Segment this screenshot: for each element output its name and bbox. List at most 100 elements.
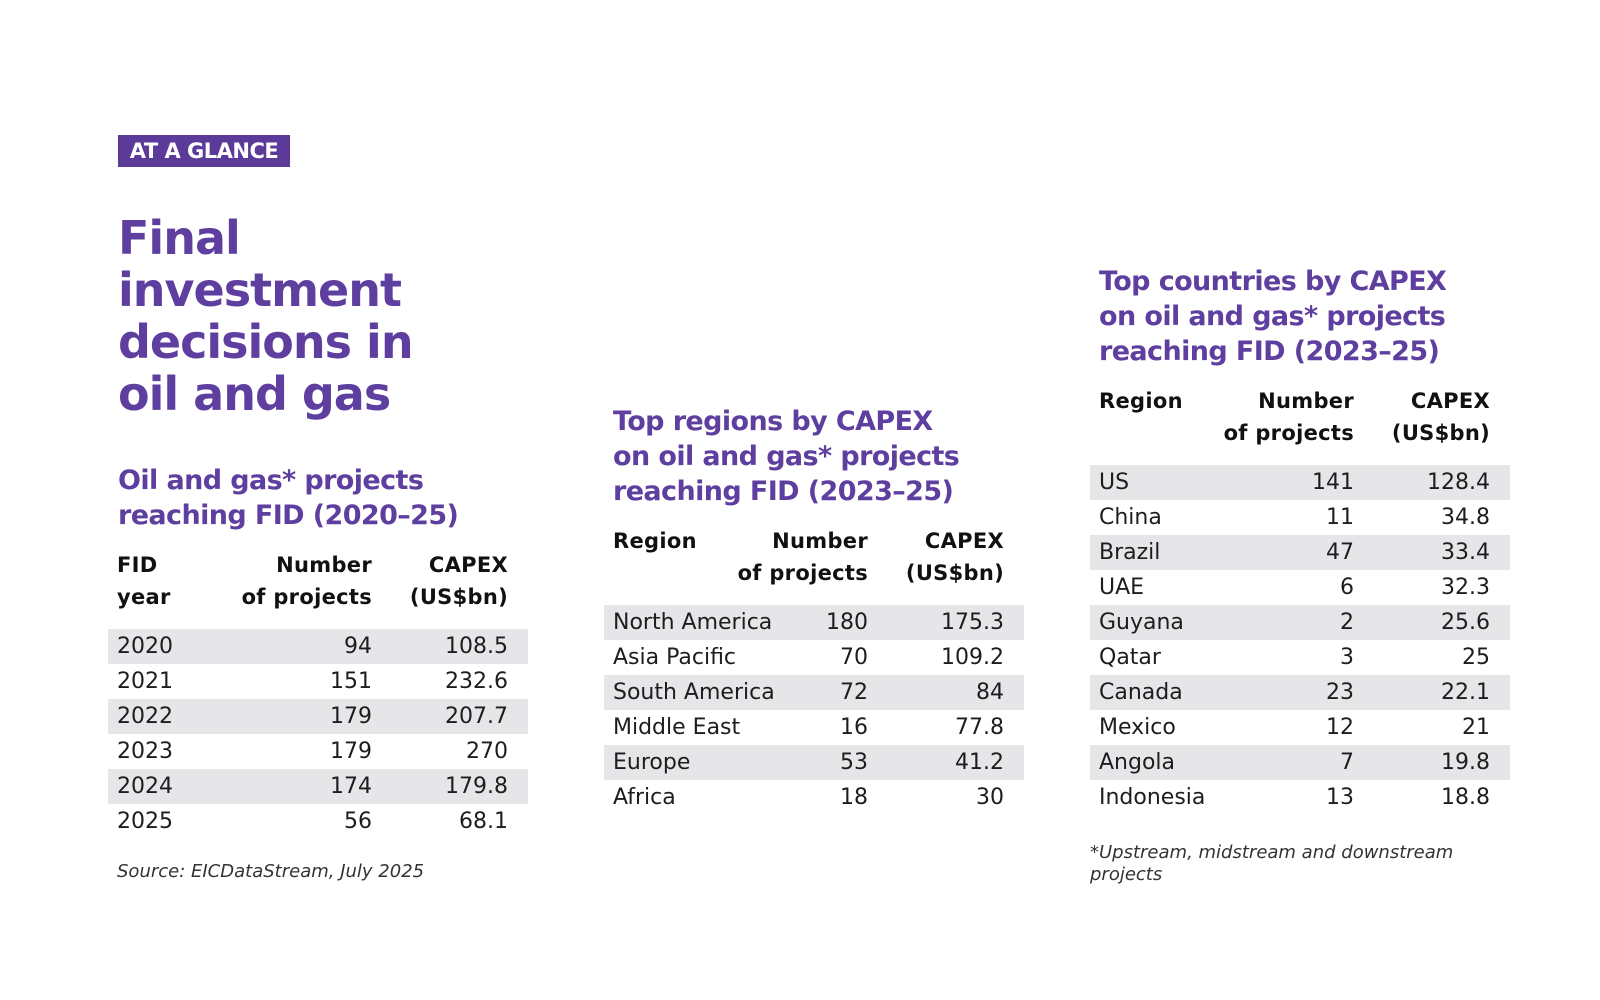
row-number-of-projects: 174 (330, 774, 372, 799)
header-number-of-projects: Number of projects (737, 529, 868, 585)
header-number-of-projects: Number of projects (1223, 389, 1354, 445)
row-number-of-projects: 18 (840, 785, 868, 810)
table-row: Europe 53 41.2 (604, 745, 1024, 780)
table-row: Qatar 3 25 (1090, 640, 1510, 675)
table-row: Middle East 16 77.8 (604, 710, 1024, 745)
row-label: Qatar (1099, 645, 1161, 670)
row-number-of-projects: 179 (330, 739, 372, 764)
row-number-of-projects: 151 (330, 669, 372, 694)
row-number-of-projects: 16 (840, 715, 868, 740)
table-row: South America 72 84 (604, 675, 1024, 710)
row-capex: 270 (466, 739, 508, 764)
row-label: Asia Pacific (613, 645, 737, 670)
table-row: 2022 179 207.7 (108, 699, 528, 734)
row-number-of-projects: 141 (1312, 470, 1354, 495)
row-label: UAE (1099, 575, 1145, 600)
row-label: 2022 (117, 704, 173, 729)
row-capex: 19.8 (1441, 750, 1490, 775)
row-number-of-projects: 180 (826, 610, 868, 635)
row-number-of-projects: 23 (1326, 680, 1354, 705)
row-label: North America (613, 610, 773, 635)
top-regions-header: Region Number of projects CAPEX (US$bn) (604, 525, 1024, 597)
row-capex: 207.7 (445, 704, 508, 729)
row-capex: 33.4 (1441, 540, 1490, 565)
row-number-of-projects: 11 (1326, 505, 1354, 530)
row-label: Europe (613, 750, 691, 775)
header-region: Region (1099, 389, 1183, 413)
row-capex: 32.3 (1441, 575, 1490, 600)
top-countries-header: Region Number of projects CAPEX (US$bn) (1090, 385, 1510, 457)
row-number-of-projects: 12 (1326, 715, 1354, 740)
table-row: Canada 23 22.1 (1090, 675, 1510, 710)
fid-by-year-title: Oil and gas* projects reaching FID (2020… (118, 465, 459, 531)
at-a-glance-badge: AT A GLANCE (118, 135, 290, 167)
top-regions-section: Top regions by CAPEX on oil and gas* pro… (604, 404, 1024, 815)
table-row: China 11 34.8 (1090, 500, 1510, 535)
row-label: 2021 (117, 669, 173, 694)
row-capex: 108.5 (445, 634, 508, 659)
table-row: 2025 56 68.1 (108, 804, 528, 839)
row-capex: 25.6 (1441, 610, 1490, 635)
row-capex: 179.8 (445, 774, 508, 799)
row-number-of-projects: 13 (1326, 785, 1354, 810)
header-capex: CAPEX (US$bn) (905, 529, 1004, 585)
fid-by-year-header: FID year Number of projects CAPEX (US$bn… (108, 549, 528, 621)
row-capex: 22.1 (1441, 680, 1490, 705)
row-number-of-projects: 6 (1340, 575, 1354, 600)
row-number-of-projects: 179 (330, 704, 372, 729)
row-capex: 77.8 (955, 715, 1004, 740)
row-number-of-projects: 2 (1340, 610, 1354, 635)
table-row: Asia Pacific 70 109.2 (604, 640, 1024, 675)
row-capex: 34.8 (1441, 505, 1490, 530)
row-number-of-projects: 3 (1340, 645, 1354, 670)
row-label: Middle East (613, 715, 741, 740)
header-fid-year: FID year (117, 553, 171, 609)
row-capex: 175.3 (941, 610, 1004, 635)
row-label: 2024 (117, 774, 173, 799)
header-region: Region (613, 529, 697, 553)
row-capex: 68.1 (459, 809, 508, 834)
row-label: Guyana (1099, 610, 1184, 635)
row-capex: 232.6 (445, 669, 508, 694)
header-capex: CAPEX (US$bn) (409, 553, 508, 609)
top-countries-section: Top countries by CAPEX on oil and gas* p… (1090, 264, 1510, 815)
row-number-of-projects: 56 (344, 809, 372, 834)
row-label: 2023 (117, 739, 173, 764)
table-row: Angola 7 19.8 (1090, 745, 1510, 780)
row-label: Angola (1099, 750, 1176, 775)
table-row: 2023 179 270 (108, 734, 528, 769)
row-label: Mexico (1099, 715, 1176, 740)
fid-by-year-rows: 2020 94 108.5 2021 151 232.6 2022 179 207.7 2023 1… (108, 629, 528, 839)
row-number-of-projects: 72 (840, 680, 868, 705)
row-number-of-projects: 94 (344, 634, 372, 659)
row-label: Brazil (1099, 540, 1161, 565)
source-note: Source: EICDataStream, July 2025 (117, 861, 425, 882)
row-label: Canada (1099, 680, 1183, 705)
table-row: Mexico 12 21 (1090, 710, 1510, 745)
top-countries-title: Top countries by CAPEX on oil and gas* p… (1099, 266, 1447, 367)
table-row: Africa 18 30 (604, 780, 1024, 815)
table-row: Guyana 2 25.6 (1090, 605, 1510, 640)
row-number-of-projects: 47 (1326, 540, 1354, 565)
top-regions-title: Top regions by CAPEX on oil and gas* pro… (613, 406, 960, 507)
fid-by-year-section: Oil and gas* projects reaching FID (2020… (108, 463, 528, 839)
row-capex: 109.2 (941, 645, 1004, 670)
row-label: Indonesia (1099, 785, 1206, 810)
top-regions-rows: North America 180 175.3 Asia Pacific 70 109.2… (604, 605, 1024, 815)
row-number-of-projects: 7 (1340, 750, 1354, 775)
row-label: 2025 (117, 809, 173, 834)
row-label: US (1099, 470, 1130, 495)
row-capex: 25 (1462, 645, 1490, 670)
row-capex: 84 (976, 680, 1004, 705)
row-capex: 18.8 (1441, 785, 1490, 810)
table-row: Indonesia 13 18.8 (1090, 780, 1510, 815)
table-row: 2020 94 108.5 (108, 629, 528, 664)
header-number-of-projects: Number of projects (241, 553, 372, 609)
row-number-of-projects: 70 (840, 645, 868, 670)
row-capex: 41.2 (955, 750, 1004, 775)
top-countries-rows: US 141 128.4 China 11 34.8 Brazil 47 33.4 UAE 6 32.… (1090, 465, 1510, 815)
table-row: UAE 6 32.3 (1090, 570, 1510, 605)
row-capex: 128.4 (1427, 470, 1490, 495)
row-label: Africa (613, 785, 676, 810)
row-label: South America (613, 680, 775, 705)
